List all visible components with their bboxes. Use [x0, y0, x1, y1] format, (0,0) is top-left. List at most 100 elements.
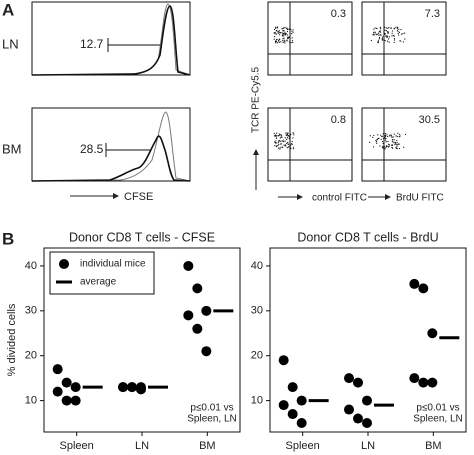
chart-title: Donor CD8 T cells - BrdU [297, 230, 438, 244]
event-dot [274, 144, 276, 147]
event-dot [396, 148, 398, 150]
event-dot [279, 137, 281, 139]
event-dot [286, 138, 288, 140]
event-dot [293, 134, 295, 136]
event-dot [273, 38, 275, 40]
event-dot [275, 33, 278, 35]
event-dot [397, 144, 399, 146]
event-dot [393, 37, 396, 40]
event-dot [384, 148, 386, 150]
event-dot [394, 143, 396, 146]
event-dot [281, 140, 283, 142]
mouse-dot [409, 373, 420, 384]
event-dot [281, 28, 283, 30]
event-dot [277, 147, 280, 149]
event-dot [292, 29, 294, 31]
event-dot [381, 36, 384, 38]
event-dot [380, 134, 382, 136]
event-dot [278, 133, 280, 135]
mouse-dot [362, 395, 372, 406]
event-dot [398, 147, 400, 150]
event-dot [282, 40, 284, 42]
event-dot [290, 133, 292, 136]
event-dot [384, 29, 386, 31]
event-dot [392, 136, 394, 138]
event-dot [284, 39, 286, 41]
event-dot [390, 27, 392, 30]
y-tick-label: 20 [25, 350, 37, 362]
event-dot [288, 138, 290, 140]
event-dot [281, 136, 283, 138]
event-dot [278, 41, 280, 43]
event-dot [381, 146, 383, 148]
event-dot [288, 28, 290, 30]
event-dot [397, 135, 399, 138]
event-dot [278, 38, 281, 40]
event-dot [277, 32, 279, 34]
event-dot [386, 36, 388, 38]
event-dot [379, 30, 381, 32]
event-dot [278, 31, 280, 33]
event-dot [287, 135, 289, 137]
y-axis-label: % divided cells [6, 303, 18, 376]
event-dot [282, 41, 284, 44]
event-dot [289, 41, 291, 43]
event-dot [275, 142, 277, 144]
event-dot [385, 137, 387, 140]
event-dot [278, 135, 280, 137]
event-dot [382, 147, 384, 149]
event-dot [372, 136, 374, 138]
event-dot [273, 32, 275, 34]
event-dot [276, 145, 278, 147]
event-dot [378, 32, 380, 34]
event-dot [404, 133, 407, 136]
event-dot [387, 38, 390, 40]
event-dot [390, 134, 392, 136]
annotation: p≤0.01 vs [416, 403, 459, 414]
event-dot [396, 142, 398, 144]
event-dot [283, 35, 285, 37]
event-dot [289, 136, 291, 139]
event-dot [278, 140, 280, 142]
legend-dot [59, 259, 69, 269]
event-dot [287, 141, 289, 144]
event-dot [393, 133, 395, 135]
event-dot [375, 141, 378, 143]
event-dot [378, 36, 381, 39]
event-dot [286, 142, 288, 145]
event-dot [388, 36, 391, 38]
event-dot [277, 31, 279, 33]
event-dot [386, 40, 389, 42]
event-dot [378, 38, 381, 40]
event-dot [391, 146, 393, 149]
event-dot [280, 134, 282, 136]
event-dot [369, 135, 372, 137]
event-dot [289, 28, 291, 30]
mouse-dot [278, 355, 289, 366]
event-dot [383, 146, 386, 148]
mouse-dot [427, 328, 438, 339]
mouse-dot [278, 400, 289, 411]
event-dot [282, 32, 284, 34]
mouse-dot [344, 373, 354, 384]
event-dot [386, 134, 388, 136]
axis-label: control FITC [312, 193, 367, 204]
event-dot [377, 134, 379, 136]
dot-plots: 0.3 7.3 0.8 30.5 [267, 1, 447, 182]
event-dot [285, 27, 288, 29]
x-tick-label: BM [425, 440, 442, 452]
event-dot [390, 135, 393, 137]
event-dot [285, 132, 287, 134]
event-dot [397, 132, 399, 134]
event-dot [378, 30, 380, 33]
event-dot [389, 135, 391, 137]
event-dot [391, 32, 393, 34]
event-dot [291, 37, 293, 39]
event-dot [391, 141, 393, 143]
event-dot [388, 144, 391, 146]
event-dot [393, 35, 395, 37]
event-dot [400, 28, 402, 31]
event-dot [391, 139, 394, 141]
event-dot [283, 37, 285, 39]
event-dot [381, 135, 383, 137]
